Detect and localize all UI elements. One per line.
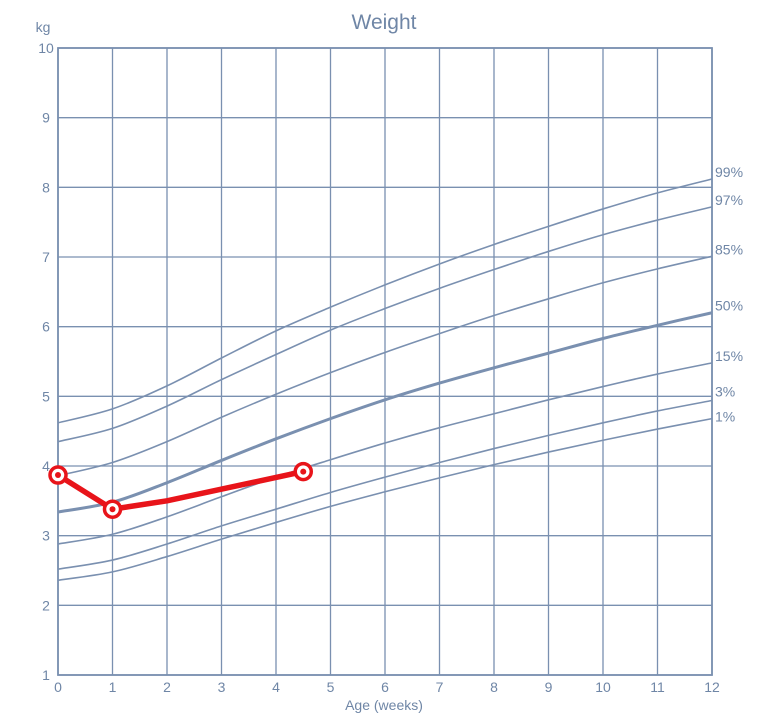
y-tick-label: 10 — [38, 40, 54, 56]
y-tick-label: 2 — [42, 597, 50, 613]
x-tick-label: 8 — [490, 679, 498, 695]
measurement-point-center — [300, 468, 307, 475]
percentile-curve — [57, 362, 713, 545]
x-tick-label: 5 — [327, 679, 335, 695]
percentile-curves: 99% 97% 85% 50% 15% 3% 1% — [57, 164, 743, 582]
percentile-curve — [57, 178, 713, 424]
measurement-point-center — [109, 506, 116, 513]
x-tick-label: 4 — [272, 679, 280, 695]
patient-weight-line — [55, 468, 306, 512]
measurement-point-center — [55, 472, 61, 479]
x-tick-label: 10 — [595, 679, 611, 695]
percentile-label: 1% — [715, 409, 735, 425]
y-tick-label: 3 — [42, 528, 50, 544]
percentile-label: 3% — [715, 384, 735, 400]
percentile-curve — [57, 255, 713, 477]
x-tick-label: 1 — [109, 679, 117, 695]
plot-frame — [57, 47, 713, 676]
percentile-label: 50% — [715, 298, 743, 314]
x-tick-label: 0 — [54, 679, 62, 695]
grid — [57, 47, 713, 676]
x-tick-label: 7 — [436, 679, 444, 695]
y-tick-label: 8 — [42, 179, 50, 195]
x-tick-label: 3 — [218, 679, 226, 695]
percentile-curve — [57, 311, 713, 514]
y-tick-label: 7 — [42, 249, 50, 265]
y-tick-label: 1 — [42, 667, 50, 683]
percentile-label: 85% — [715, 241, 743, 257]
percentile-curve — [57, 399, 713, 570]
x-axis-label: Age (weeks) — [345, 697, 423, 713]
y-axis-unit-label: kg — [36, 19, 51, 35]
percentile-label: 97% — [715, 192, 743, 208]
chart-title: Weight — [352, 11, 417, 34]
y-tick-label: 4 — [42, 458, 50, 474]
percentile-curve — [57, 417, 713, 582]
percentile-curve — [57, 206, 713, 443]
x-tick-label: 6 — [381, 679, 389, 695]
percentile-label: 99% — [715, 164, 743, 180]
x-tick-label: 2 — [163, 679, 171, 695]
x-tick-label: 12 — [704, 679, 720, 695]
y-tick-label: 5 — [42, 388, 50, 404]
x-tick-label: 11 — [650, 679, 665, 695]
y-tick-label: 9 — [42, 110, 50, 126]
y-tick-label: 6 — [42, 319, 50, 335]
percentile-label: 15% — [715, 348, 743, 364]
x-tick-label: 9 — [545, 679, 553, 695]
patient-series — [48, 461, 313, 519]
